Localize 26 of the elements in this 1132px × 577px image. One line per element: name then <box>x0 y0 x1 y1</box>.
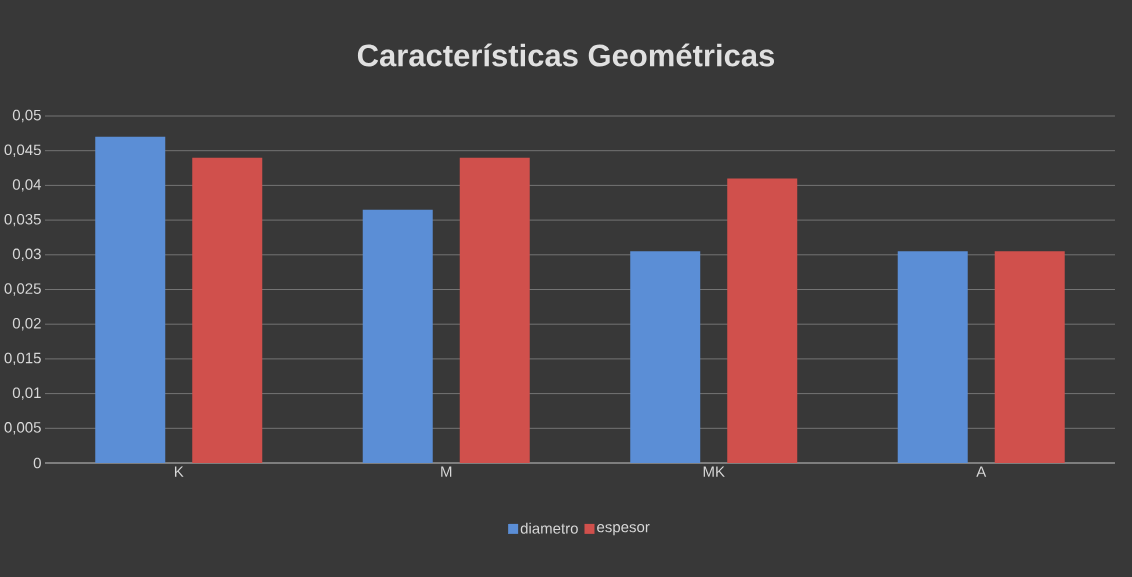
bar <box>994 251 1065 463</box>
y-tick-label: 0,01 <box>12 387 41 400</box>
y-tick-label: 0,005 <box>4 422 41 435</box>
y-tick-label: 0,025 <box>4 283 41 296</box>
y-tick-label: 0,045 <box>4 144 41 157</box>
y-tick-label: 0,03 <box>12 248 41 261</box>
bar <box>459 157 530 463</box>
x-tick-label: MK <box>703 466 725 477</box>
y-tick-label: 0,04 <box>12 179 42 192</box>
legend-label: espesor <box>597 524 650 536</box>
bar <box>95 136 166 463</box>
bar <box>630 251 701 463</box>
y-tick-label: 0,02 <box>12 318 41 331</box>
bar <box>897 251 968 463</box>
bar <box>727 178 798 463</box>
y-tick-label: 0,035 <box>4 213 41 227</box>
y-tick-label: 0 <box>33 457 41 469</box>
legend-label: diametro <box>520 522 578 534</box>
bar <box>362 209 433 463</box>
y-tick-label: 0,015 <box>4 352 41 366</box>
bar <box>192 157 263 463</box>
x-tick-label: K <box>174 466 184 477</box>
chart-title: Características Geométricas <box>357 43 775 67</box>
x-tick-label: M <box>441 466 452 477</box>
x-tick-label: A <box>976 466 987 477</box>
y-tick-label: 0,05 <box>12 109 41 123</box>
